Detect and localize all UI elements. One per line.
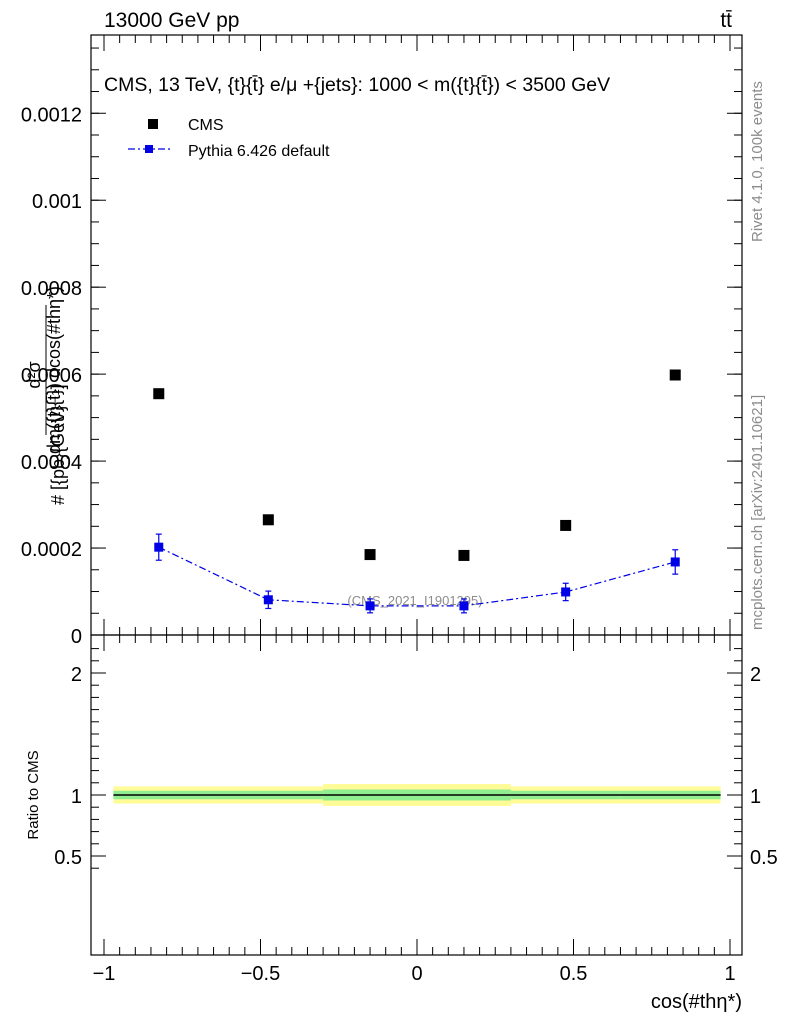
cms-point [560,519,572,531]
cms-point [669,369,681,381]
ratio-y-axis: 0.5 0.5 1 1 2 2 [54,648,778,869]
x-tick-label: 0 [411,963,422,985]
x-axis-label: cos(#thη*) [651,991,742,1013]
main-x-ticks [103,35,731,635]
ratio-y-tick-label-right: 2 [750,664,761,686]
cms-point [364,549,376,561]
ratio-panel: 0.5 0.5 1 1 2 2 −1 −0.5 0 0.5 1 Ratio to CMS cos(… [25,634,778,1013]
ratio-y-tick-label: 2 [71,664,82,686]
ratio-y-tick-label-right: 0.5 [750,847,778,869]
ratio-x-axis: −1 −0.5 0 0.5 1 [93,635,736,985]
cms-point [153,388,165,400]
pythia-point [670,557,680,567]
x-tick-label: 0.5 [560,963,588,985]
rivet-version-label: Rivet 4.1.0, 100k events [749,81,766,242]
plot-title: CMS, 13 TeV, {t}{t̄} e/μ +{jets}: 1000 <… [104,74,610,96]
cms-point [458,549,470,561]
legend: CMS Pythia 6.426 default [128,117,330,160]
main-y-tick-label: 0.0008 [21,278,82,300]
pythia-point [365,601,375,611]
legend-cms-marker [148,119,158,129]
main-y-tick-label: 0.0004 [21,452,82,474]
pythia-line [158,546,676,607]
ratio-bands [113,784,721,806]
mcplots-label: mcplots.cern.ch [arXiv:2401.10621] [749,395,766,630]
y-label-units: # [{pb}{GeV}⁻¹] [48,384,68,505]
main-y-axis: 0 0.0002 0.0004 0.0006 0.0008 0.001 0.0012 [21,47,742,648]
legend-pythia-label: Pythia 6.426 default [188,143,330,160]
main-y-tick-label: 0 [71,626,82,648]
x-tick-label: −1 [93,963,116,985]
y-label-numerator: d²σ [24,361,44,388]
x-tick-label: −0.5 [241,963,280,985]
main-y-axis-label: d²σ dm({t}{t̄}) dcos(#thη*) # [{pb}{GeV}… [24,286,68,505]
pythia-point [263,595,273,605]
pythia-point [561,587,571,597]
main-y-tick-label: 0.0006 [21,365,82,387]
main-y-tick-label: 0.0002 [21,539,82,561]
main-y-tick-label: 0.0012 [21,104,82,126]
energy-label: 13000 GeV pp [104,9,239,32]
main-panel: 0 0.0002 0.0004 0.0006 0.0008 0.001 0.0012 CMS… [21,34,743,648]
legend-pythia-marker [145,145,153,153]
legend-cms-label: CMS [188,117,224,134]
cms-point [262,514,274,526]
analysis-watermark: (CMS_2021_I1901295) [347,593,482,608]
ratio-y-tick-label: 0.5 [54,847,82,869]
process-label: tt̄ [720,9,732,32]
main-data-marks [153,369,681,614]
pythia-point [459,601,469,611]
main-y-tick-label: 0.001 [32,191,82,213]
y-label-denominator: dm({t}{t̄}) dcos(#thη*) [44,286,64,454]
ratio-y-axis-label: Ratio to CMS [25,750,42,839]
pythia-point [154,542,164,552]
ratio-y-tick-label: 1 [71,786,82,808]
x-tick-label: 1 [724,963,735,985]
ratio-y-tick-label-right: 1 [750,786,761,808]
